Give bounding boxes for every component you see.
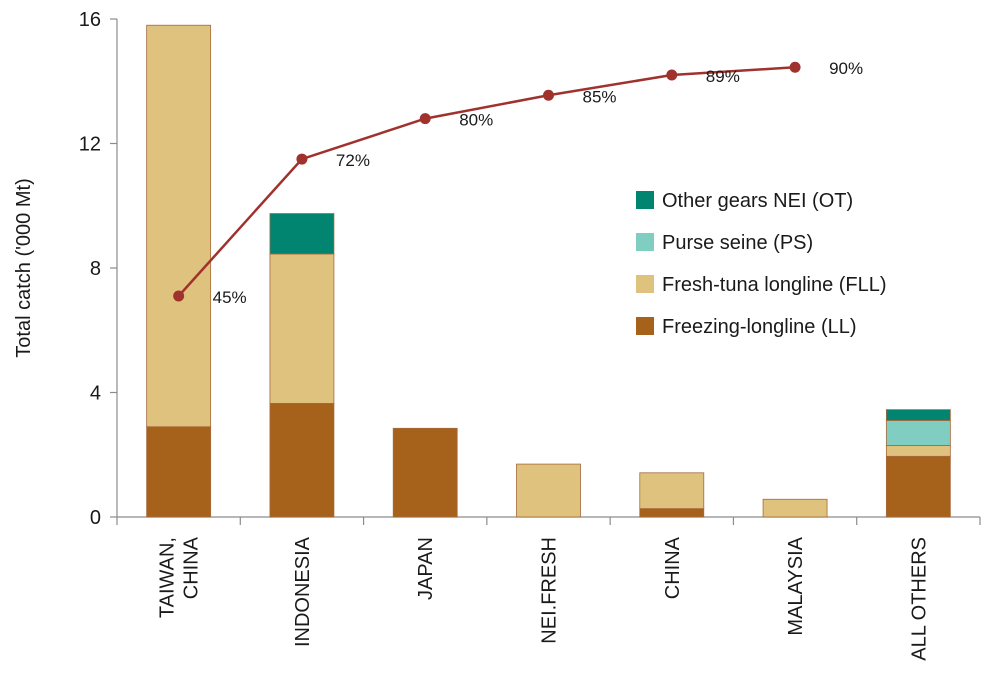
legend-swatch — [636, 275, 654, 293]
bar-segment — [885, 455, 951, 518]
legend-swatch — [636, 191, 654, 209]
category-label: MALAYSIA — [785, 536, 807, 635]
line-point — [173, 290, 185, 302]
bar-segment — [885, 420, 951, 446]
category-label: NEI.FRESH — [539, 537, 561, 644]
bar-segment — [269, 402, 335, 518]
cumulative-line-path — [177, 65, 796, 297]
cumulative-line — [173, 61, 801, 302]
bar-segment — [392, 427, 458, 518]
y-tick-label: 12 — [79, 134, 101, 156]
percent-label: 89% — [706, 67, 740, 86]
percent-label: 72% — [336, 151, 370, 170]
y-tick-label: 8 — [90, 258, 101, 280]
y-tick-label: 0 — [90, 507, 101, 529]
legend-label: Freezing-longline (LL) — [662, 316, 857, 338]
bar-segment — [146, 426, 212, 518]
bar-segment — [639, 508, 705, 518]
bar-segment — [146, 24, 212, 428]
percent-label: 90% — [829, 59, 863, 78]
category-label: CHINA — [662, 536, 684, 599]
percent-label: 80% — [459, 111, 493, 130]
line-point — [419, 113, 431, 125]
legend-label: Fresh-tuna longline (FLL) — [662, 274, 887, 296]
bar-segment — [762, 498, 828, 518]
bar-segment — [269, 213, 335, 255]
category-label: ALL OTHERS — [908, 537, 930, 661]
labels: 45% 72% 80% 85% 89% 90% — [213, 59, 863, 307]
legend-label: Other gears NEI (OT) — [662, 190, 853, 212]
line-point — [666, 69, 678, 81]
percent-label: 85% — [583, 87, 617, 106]
line-point — [789, 61, 801, 73]
bars — [146, 24, 951, 518]
bar-segment — [269, 253, 335, 404]
legend-swatch — [636, 317, 654, 335]
y-tick-label: 4 — [90, 383, 101, 405]
category-label: TAIWAN, — [157, 537, 179, 618]
bar-segment — [885, 445, 951, 457]
line-point — [543, 89, 554, 101]
legend: Other gears NEI (OT) Purse seine (PS) Fres… — [636, 190, 887, 338]
legend-label: Purse seine (PS) — [662, 232, 813, 254]
y-axis-title: Total catch ('000 Mt) — [13, 178, 35, 357]
category-label: INDONESIA — [292, 536, 314, 647]
bar-segment — [516, 463, 581, 518]
category-label: JAPAN — [415, 537, 437, 600]
category-label: CHINA — [181, 536, 203, 599]
bar-segment — [639, 472, 705, 509]
legend-swatch — [636, 233, 654, 251]
y-tick-label: 16 — [79, 9, 101, 31]
line-point — [296, 153, 308, 165]
percent-label: 45% — [213, 288, 247, 307]
bar-segment — [885, 409, 951, 421]
